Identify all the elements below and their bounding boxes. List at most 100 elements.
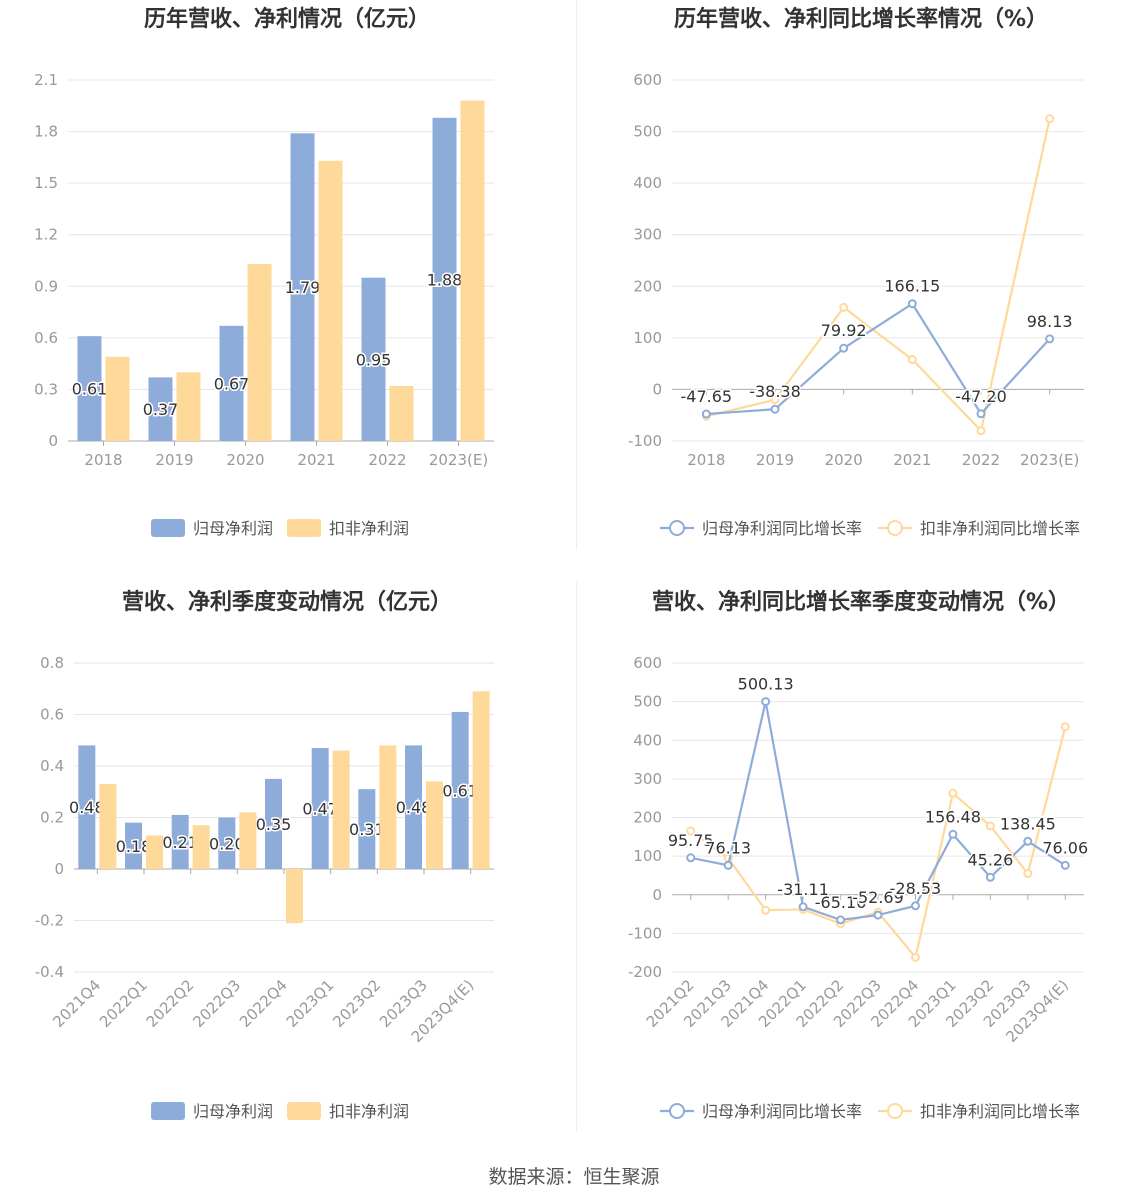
line-data-label: 76.06 [1042, 838, 1088, 857]
bar-net-profit [358, 789, 376, 869]
bar-deducted-profit [379, 745, 397, 869]
y-tick-label: 300 [633, 226, 662, 244]
bar-net-profit [265, 778, 282, 869]
bar-net-profit [171, 814, 189, 869]
bar-data-label: 0.61 [72, 380, 108, 399]
bar-data-label: 0.31 [349, 820, 385, 839]
panel-divider [576, 582, 577, 1132]
chart-title: 营收、净利季度变动情况（亿元） [122, 589, 452, 615]
y-tick-label: 0.6 [34, 329, 58, 347]
point-net-profit-growth [910, 901, 920, 911]
bar-net-profit [148, 377, 173, 441]
line-data-label: 166.15 [884, 277, 940, 296]
bar-data-label: 0.48 [396, 798, 432, 817]
x-tick-label: 2019 [756, 451, 794, 469]
x-tick-label: 2022Q4 [236, 976, 291, 1031]
legend-marker [887, 520, 903, 536]
y-tick-label: 0.4 [40, 757, 64, 775]
chart-title: 历年营收、净利情况（亿元） [144, 6, 430, 32]
bar-data-label: 0.21 [162, 833, 198, 852]
line-data-label: 95.75 [668, 831, 714, 850]
data-source-note: 数据来源：恒生聚源 [488, 1166, 660, 1188]
y-tick-label: 0 [54, 860, 64, 878]
line-data-label: 156.48 [925, 807, 981, 826]
y-tick-label: -0.2 [35, 912, 64, 930]
line-net-profit-growth [706, 302, 1051, 416]
bar-deducted-profit [192, 825, 210, 869]
line-data-label: -47.20 [955, 387, 1007, 406]
y-tick-label: 300 [633, 770, 662, 788]
point-deducted-profit-growth [907, 355, 917, 365]
point-deducted-profit-growth [948, 788, 958, 798]
x-tick-label: 2020 [226, 451, 264, 469]
y-tick-label: 0.3 [34, 380, 58, 398]
y-tick-label: 1.5 [34, 174, 58, 192]
point-net-profit-growth [976, 409, 986, 419]
line-data-label: -38.38 [749, 382, 801, 401]
chart-title: 营收、净利同比增长率季度变动情况（%） [652, 589, 1070, 615]
point-net-profit-growth [948, 829, 958, 839]
y-tick-label: 1.8 [34, 123, 58, 141]
line-data-label: -31.11 [777, 880, 829, 899]
bar-deducted-profit [332, 750, 350, 869]
bar-net-profit [218, 817, 236, 869]
bar-net-profit [361, 277, 386, 441]
x-tick-label: 2022 [962, 451, 1000, 469]
point-deducted-profit-growth [1060, 722, 1070, 732]
point-net-profit-growth [836, 915, 846, 925]
y-tick-label: 200 [633, 809, 662, 827]
legend-label: 扣非净利润 [329, 1102, 409, 1121]
point-net-profit-growth [770, 404, 780, 414]
bar-deducted-profit [239, 812, 257, 869]
y-tick-label: 0.8 [40, 654, 64, 672]
annual-growth-chart: 历年营收、净利同比增长率情况（%） -100 0 100 200 300 400 500 600… [574, 0, 1148, 580]
line-data-label: 79.92 [821, 321, 867, 340]
y-tick-label: 0.6 [40, 706, 64, 724]
y-tick-label: 500 [633, 693, 662, 711]
bar-net-profit [125, 822, 142, 869]
line-data-label: 98.13 [1027, 312, 1073, 331]
y-tick-label: -200 [628, 963, 662, 981]
y-tick-label: 0 [652, 886, 662, 904]
panel-divider [576, 0, 577, 550]
legend-swatch [151, 519, 185, 537]
point-deducted-profit-growth [976, 426, 986, 436]
point-net-profit-growth [907, 299, 917, 309]
x-tick-label: 2022Q2 [143, 976, 198, 1031]
bar-deducted-profit [176, 372, 201, 441]
point-net-profit-growth [798, 902, 808, 912]
y-tick-label: 100 [633, 329, 662, 347]
y-tick-label: 0 [48, 432, 58, 450]
point-net-profit-growth [1045, 334, 1055, 344]
point-net-profit-growth [873, 910, 883, 920]
bar-deducted-profit [247, 263, 272, 441]
point-net-profit-growth [701, 409, 711, 419]
bar-data-label: 1.88 [427, 270, 463, 289]
bar-data-label: 0.61 [442, 781, 478, 800]
bar-net-profit [311, 747, 329, 869]
bar-data-label: 0.47 [302, 799, 338, 818]
x-tick-label: 2019 [155, 451, 193, 469]
x-tick-label: 2022Q1 [96, 976, 151, 1031]
legend-marker [669, 1103, 685, 1119]
legend-swatch [151, 1102, 185, 1120]
bar-net-profit [432, 117, 457, 442]
quarterly-profit-svg: 营收、净利季度变动情况（亿元） -0.4 -0.2 0 0.2 0.4 0.6 0.8 2021… [35, 589, 494, 1121]
chart-title: 历年营收、净利同比增长率情况（%） [674, 6, 1048, 32]
x-tick-label: 2022 [368, 451, 406, 469]
point-deducted-profit-growth [1045, 114, 1055, 124]
bar-deducted-profit [146, 835, 163, 869]
x-tick-label: 2023Q1 [283, 976, 338, 1031]
line-data-label: -52.69 [852, 888, 904, 907]
bar-net-profit [451, 711, 469, 869]
x-tick-label: 2023Q2 [329, 976, 384, 1031]
y-tick-label: 400 [633, 174, 662, 192]
y-tick-label: 0 [652, 380, 662, 398]
quarterly-growth-svg: 营收、净利同比增长率季度变动情况（%） -200 -100 0 100 200 300 400… [628, 589, 1090, 1121]
line-data-label: 138.45 [1000, 814, 1056, 833]
quarterly-profit-chart: 营收、净利季度变动情况（亿元） -0.4 -0.2 0 0.2 0.4 0.6 0.8 2021… [0, 582, 574, 1162]
y-tick-label: 600 [633, 71, 662, 89]
x-tick-label: 2022Q3 [189, 976, 244, 1031]
bar-deducted-profit [318, 160, 343, 442]
bar-net-profit [219, 325, 244, 441]
